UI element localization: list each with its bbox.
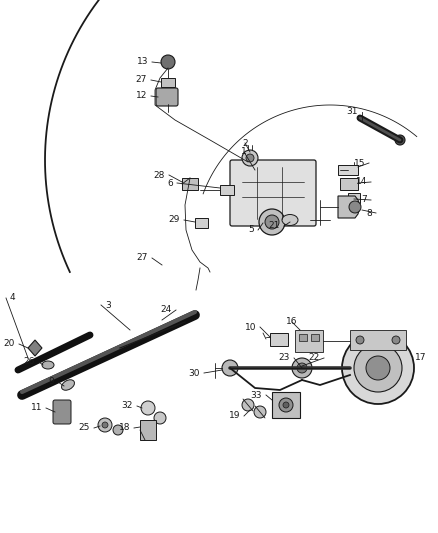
Bar xyxy=(220,185,234,195)
Polygon shape xyxy=(28,340,42,356)
FancyBboxPatch shape xyxy=(53,400,71,424)
Circle shape xyxy=(283,402,289,408)
Circle shape xyxy=(349,201,361,213)
Text: 21: 21 xyxy=(268,222,280,230)
Bar xyxy=(338,165,358,175)
Text: 6: 6 xyxy=(167,179,173,188)
Circle shape xyxy=(141,401,155,415)
Bar xyxy=(295,330,323,352)
Text: 18: 18 xyxy=(119,424,130,432)
FancyBboxPatch shape xyxy=(230,160,316,226)
Ellipse shape xyxy=(282,214,298,225)
Text: 7: 7 xyxy=(361,196,367,205)
Text: 27: 27 xyxy=(136,76,147,85)
Circle shape xyxy=(392,336,400,344)
Bar xyxy=(272,392,300,418)
Text: 9: 9 xyxy=(48,377,54,386)
Text: 30: 30 xyxy=(188,368,200,377)
Text: 32: 32 xyxy=(122,401,133,410)
Circle shape xyxy=(222,360,238,376)
Bar xyxy=(195,218,208,228)
Circle shape xyxy=(356,336,364,344)
Bar xyxy=(340,178,358,190)
Circle shape xyxy=(98,418,112,432)
Bar xyxy=(348,193,360,203)
Circle shape xyxy=(161,55,175,69)
Circle shape xyxy=(292,358,312,378)
Text: 4: 4 xyxy=(10,294,16,303)
Text: 11: 11 xyxy=(31,403,42,413)
Bar xyxy=(140,420,156,440)
Bar xyxy=(270,333,288,346)
Circle shape xyxy=(102,422,108,428)
Text: 26: 26 xyxy=(24,358,35,367)
Ellipse shape xyxy=(42,361,54,369)
Circle shape xyxy=(259,209,285,235)
FancyBboxPatch shape xyxy=(156,88,178,106)
Text: 28: 28 xyxy=(154,171,165,180)
Circle shape xyxy=(113,425,123,435)
Text: 8: 8 xyxy=(366,208,372,217)
Circle shape xyxy=(366,356,390,380)
Bar xyxy=(299,334,307,341)
Text: 5: 5 xyxy=(248,225,254,235)
Text: 1: 1 xyxy=(241,148,247,157)
Text: 22: 22 xyxy=(309,353,320,362)
Bar xyxy=(350,330,406,350)
Ellipse shape xyxy=(61,379,74,390)
Text: 33: 33 xyxy=(251,391,262,400)
Text: 14: 14 xyxy=(356,177,367,187)
Text: 31: 31 xyxy=(346,108,358,117)
Text: 2: 2 xyxy=(242,139,248,148)
Text: 27: 27 xyxy=(137,254,148,262)
Polygon shape xyxy=(338,196,360,218)
Circle shape xyxy=(254,406,266,418)
Text: 17: 17 xyxy=(415,353,427,362)
Text: 23: 23 xyxy=(279,353,290,362)
Circle shape xyxy=(342,332,414,404)
Text: 13: 13 xyxy=(137,58,148,67)
Text: 25: 25 xyxy=(79,424,90,432)
Circle shape xyxy=(395,135,405,145)
Circle shape xyxy=(242,399,254,411)
Text: 10: 10 xyxy=(244,322,256,332)
Circle shape xyxy=(279,398,293,412)
Text: 29: 29 xyxy=(169,215,180,224)
Bar xyxy=(182,178,198,190)
Text: 20: 20 xyxy=(4,340,15,349)
Text: 24: 24 xyxy=(161,305,172,314)
Circle shape xyxy=(154,412,166,424)
Circle shape xyxy=(242,150,258,166)
Text: 16: 16 xyxy=(286,318,298,327)
Text: 12: 12 xyxy=(136,92,147,101)
Text: 15: 15 xyxy=(353,158,365,167)
Text: 19: 19 xyxy=(229,411,240,421)
Circle shape xyxy=(265,215,279,229)
Text: 3: 3 xyxy=(105,301,111,310)
Bar xyxy=(161,78,175,87)
Bar xyxy=(311,334,319,341)
Circle shape xyxy=(246,154,254,162)
Circle shape xyxy=(354,344,402,392)
Circle shape xyxy=(297,363,307,373)
